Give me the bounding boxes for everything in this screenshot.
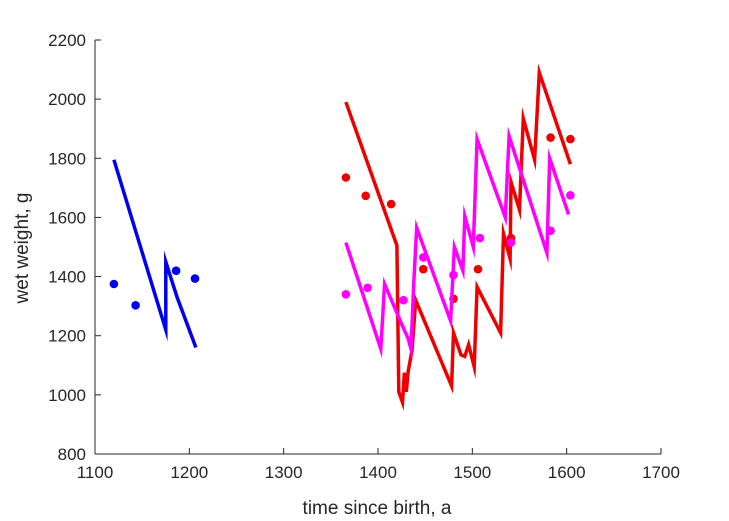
x-tick-label: 1300 [265, 463, 303, 482]
series-point-3 [419, 253, 428, 262]
series-point-2 [473, 264, 483, 274]
series-point-1 [109, 279, 119, 289]
x-tick-label: 1500 [453, 463, 491, 482]
series-point-1 [190, 274, 200, 283]
series-line-3 [344, 126, 571, 361]
series-point-3 [546, 226, 555, 235]
x-tick-label: 1100 [77, 463, 114, 482]
x-axis-title: time since birth, a [303, 498, 452, 519]
x-tick-label: 1700 [642, 463, 680, 482]
y-axis-title: wet weight, g [12, 193, 33, 305]
y-tick-label: 1000 [48, 386, 86, 405]
series-point-3 [341, 290, 351, 299]
y-axis: 800 1000 1200 1400 1600 1800 2000 2200 [48, 31, 101, 464]
series-point-3 [399, 295, 408, 305]
series-point-3 [506, 238, 516, 247]
series-point-3 [566, 191, 575, 200]
series-point-2 [341, 173, 351, 182]
x-tick-label: 1200 [170, 463, 208, 482]
x-tick-label: 1400 [359, 463, 397, 482]
series-point-1 [131, 301, 140, 310]
x-axis: 1100 1200 1300 1400 1500 1600 1700 [77, 448, 680, 482]
series-point-2 [361, 191, 371, 201]
y-tick-label: 1400 [48, 268, 86, 287]
y-tick-label: 1600 [48, 208, 86, 227]
series-point-3 [363, 283, 372, 293]
y-tick-label: 1800 [48, 149, 86, 168]
y-tick-label: 2200 [48, 31, 86, 50]
series-point-2 [419, 264, 428, 274]
series-point-1 [171, 266, 181, 276]
series-point-3 [449, 270, 458, 280]
series-point-2 [386, 199, 396, 209]
y-tick-label: 1200 [48, 327, 86, 346]
y-tick-label: 800 [58, 445, 86, 464]
series-point-3 [475, 233, 485, 243]
series-point-2 [546, 133, 555, 142]
plot-area [109, 63, 575, 411]
x-tick-label: 1600 [548, 463, 586, 482]
series-line-1 [112, 159, 198, 349]
y-tick-label: 2000 [48, 90, 86, 109]
series-line-2 [344, 63, 573, 411]
series-point-2 [566, 134, 575, 144]
